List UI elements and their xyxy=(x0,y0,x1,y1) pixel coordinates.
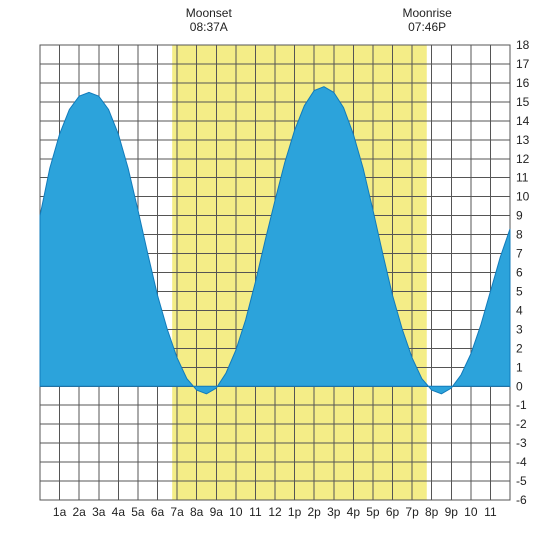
y-tick-label: 2 xyxy=(516,341,523,355)
y-tick-label: 14 xyxy=(516,114,530,128)
x-tick-label: 6p xyxy=(386,505,400,519)
y-tick-label: 9 xyxy=(516,209,523,223)
x-tick-label: 10 xyxy=(229,505,243,519)
y-tick-label: 12 xyxy=(516,152,530,166)
y-tick-label: -3 xyxy=(516,436,527,450)
x-tick-label: 11 xyxy=(249,505,262,519)
y-tick-label: 8 xyxy=(516,228,523,242)
moon-annotation-value: 08:37A xyxy=(190,20,228,34)
x-tick-label: 2p xyxy=(307,505,321,519)
x-tick-label: 4p xyxy=(347,505,361,519)
chart-svg: -6-5-4-3-2-10123456789101112131415161718… xyxy=(0,0,550,550)
y-tick-label: -1 xyxy=(516,398,527,412)
x-tick-label: 2a xyxy=(72,505,86,519)
y-tick-label: 10 xyxy=(516,190,530,204)
x-tick-label: 3a xyxy=(92,505,106,519)
x-tick-label: 8a xyxy=(190,505,204,519)
y-tick-label: 16 xyxy=(516,76,530,90)
x-tick-label: 3p xyxy=(327,505,341,519)
y-tick-label: -2 xyxy=(516,417,527,431)
y-tick-label: 13 xyxy=(516,133,530,147)
y-tick-label: -4 xyxy=(516,455,527,469)
moon-annotation-value: 07:46P xyxy=(408,20,446,34)
y-tick-label: 7 xyxy=(516,247,523,261)
moon-annotation-label: Moonset xyxy=(186,6,233,20)
x-tick-label: 9p xyxy=(445,505,459,519)
y-tick-label: 5 xyxy=(516,284,523,298)
x-tick-label: 8p xyxy=(425,505,439,519)
x-tick-label: 1a xyxy=(53,505,67,519)
tide-chart: -6-5-4-3-2-10123456789101112131415161718… xyxy=(0,0,550,550)
x-tick-label: 4a xyxy=(112,505,126,519)
x-tick-label: 7p xyxy=(405,505,419,519)
y-tick-label: 3 xyxy=(516,322,523,336)
x-tick-label: 10 xyxy=(464,505,478,519)
y-tick-label: 6 xyxy=(516,266,523,280)
x-tick-label: 5a xyxy=(131,505,145,519)
y-tick-label: 0 xyxy=(516,379,523,393)
y-tick-label: -6 xyxy=(516,493,527,507)
y-tick-label: 15 xyxy=(516,95,530,109)
y-tick-label: 4 xyxy=(516,303,523,317)
y-tick-label: 17 xyxy=(516,57,530,71)
x-tick-label: 7a xyxy=(170,505,184,519)
x-tick-label: 12 xyxy=(268,505,282,519)
x-tick-label: 5p xyxy=(366,505,380,519)
x-tick-label: 9a xyxy=(210,505,224,519)
moon-annotation-label: Moonrise xyxy=(402,6,452,20)
y-tick-label: 18 xyxy=(516,38,530,52)
x-tick-label: 11 xyxy=(484,505,497,519)
y-tick-label: -5 xyxy=(516,474,527,488)
y-tick-label: 11 xyxy=(516,171,529,185)
x-tick-label: 1p xyxy=(288,505,302,519)
y-tick-label: 1 xyxy=(516,360,523,374)
x-tick-label: 6a xyxy=(151,505,165,519)
